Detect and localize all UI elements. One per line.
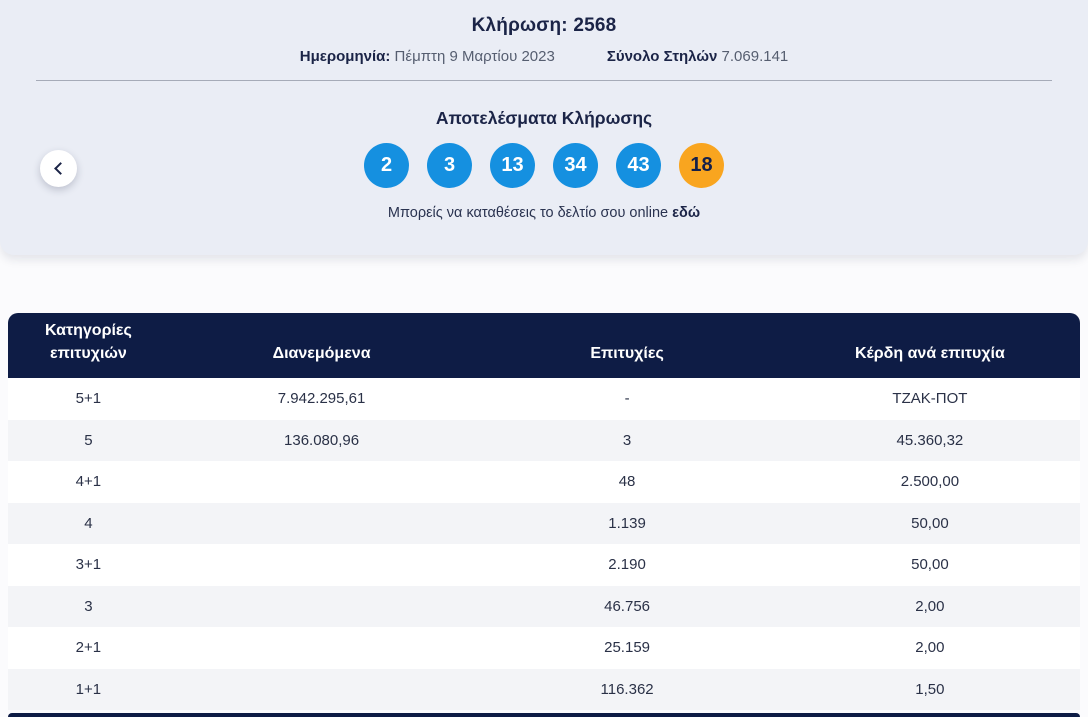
section-gap	[0, 255, 1088, 313]
cell-category: 3+1	[75, 556, 102, 574]
cell-payout: ΤΖΑΚ-ΠΟΤ	[892, 390, 968, 408]
cell-payout: 50,00	[911, 514, 949, 532]
cell-payout: 2,00	[915, 597, 945, 615]
column-header-distributed: Διανεμόμενα	[272, 344, 371, 362]
cell-category: 1+1	[75, 680, 102, 698]
results-title: Αποτελέσματα Κλήρωσης	[435, 108, 653, 128]
draw-title: Κλήρωση: 2568	[471, 15, 617, 36]
prize-table-row: 5+1 7.942.295,61 - ΤΖΑΚ-ΠΟΤ	[8, 378, 1080, 420]
winning-numbers: 2 3 13 34 43 18	[0, 143, 1088, 188]
cell-payout: 2.500,00	[900, 473, 960, 491]
cell-category: 5	[84, 431, 93, 449]
chevron-left-icon	[53, 162, 67, 175]
cell-winners: 48	[618, 473, 636, 491]
cell-winners: 46.756	[604, 597, 651, 615]
winning-number-ball: 34	[553, 143, 598, 188]
previous-draw-button[interactable]	[40, 150, 77, 187]
column-header-payout: Κέρδη ανά επιτυχία	[854, 344, 1005, 362]
draw-date-value: Πέμπτη 9 Μαρτίου 2023	[394, 48, 555, 65]
prize-table-row: 5 136.080,96 3 45.360,32	[8, 419, 1080, 461]
header-divider	[36, 80, 1052, 81]
total-columns-value: 7.069.141	[721, 48, 789, 65]
cell-winners: 2.190	[608, 556, 646, 574]
cell-payout: 1,50	[915, 680, 945, 698]
draw-date: Ημερομηνία: Πέμπτη 9 Μαρτίου 2023	[300, 48, 555, 65]
prize-table-row: 3+1 2.190 50,00	[8, 544, 1080, 586]
cell-winners: 1.139	[608, 514, 646, 532]
prize-table-body: 5+1 7.942.295,61 - ΤΖΑΚ-ΠΟΤ 5 136.080,96…	[8, 378, 1080, 710]
prize-table-row: 2+1 25.159 2,00	[8, 627, 1080, 669]
cell-category: 5+1	[75, 390, 102, 408]
prize-table-row: 4 1.139 50,00	[8, 502, 1080, 544]
cell-category: 2+1	[75, 639, 102, 657]
winning-number-ball: 43	[616, 143, 661, 188]
winning-number-ball: 18	[679, 143, 724, 188]
cell-category: 3	[84, 597, 93, 615]
cta-link[interactable]: εδώ	[672, 205, 701, 221]
cell-payout: 45.360,32	[896, 431, 964, 449]
prize-table-row: 1+1 116.362 1,50	[8, 668, 1080, 710]
cell-winners: -	[624, 390, 630, 408]
cell-category: 4	[84, 514, 93, 532]
next-table-top-strip	[8, 713, 1080, 717]
winning-number-ball: 13	[490, 143, 535, 188]
prize-table-row: 3 46.756 2,00	[8, 585, 1080, 627]
prize-table: Κατηγορίες επιτυχιών Διανεμόμενα Επιτυχί…	[8, 313, 1080, 710]
cell-payout: 2,00	[915, 639, 945, 657]
draw-meta: Ημερομηνία: Πέμπτη 9 Μαρτίου 2023 Σύνολο…	[0, 48, 1088, 65]
cell-winners: 116.362	[600, 680, 654, 698]
total-columns: Σύνολο Στηλών 7.069.141	[607, 48, 788, 65]
winning-number-ball: 2	[364, 143, 409, 188]
cell-winners: 3	[622, 431, 632, 449]
winning-number-ball: 3	[427, 143, 472, 188]
draw-date-label: Ημερομηνία:	[299, 48, 391, 65]
prize-table-header: Κατηγορίες επιτυχιών Διανεμόμενα Επιτυχί…	[8, 313, 1080, 378]
prize-table-row: 4+1 48 2.500,00	[8, 461, 1080, 503]
cell-category: 4+1	[75, 473, 102, 491]
cell-distributed: 7.942.295,61	[277, 390, 366, 408]
cell-distributed: 136.080,96	[284, 431, 360, 449]
total-columns-label: Σύνολο Στηλών	[606, 48, 718, 65]
cta-line: Μπορείς να καταθέσεις το δελτίο σου onli…	[0, 205, 1088, 221]
draw-results-panel: Κλήρωση: 2568 Ημερομηνία: Πέμπτη 9 Μαρτί…	[0, 0, 1088, 255]
cta-text: Μπορείς να καταθέσεις το δελτίο σου onli…	[387, 205, 669, 221]
column-header-winners: Επιτυχίες	[590, 344, 664, 362]
cell-winners: 25.159	[604, 639, 651, 657]
column-header-categories: Κατηγορίες επιτυχιών	[44, 321, 132, 362]
cell-payout: 50,00	[911, 556, 949, 574]
